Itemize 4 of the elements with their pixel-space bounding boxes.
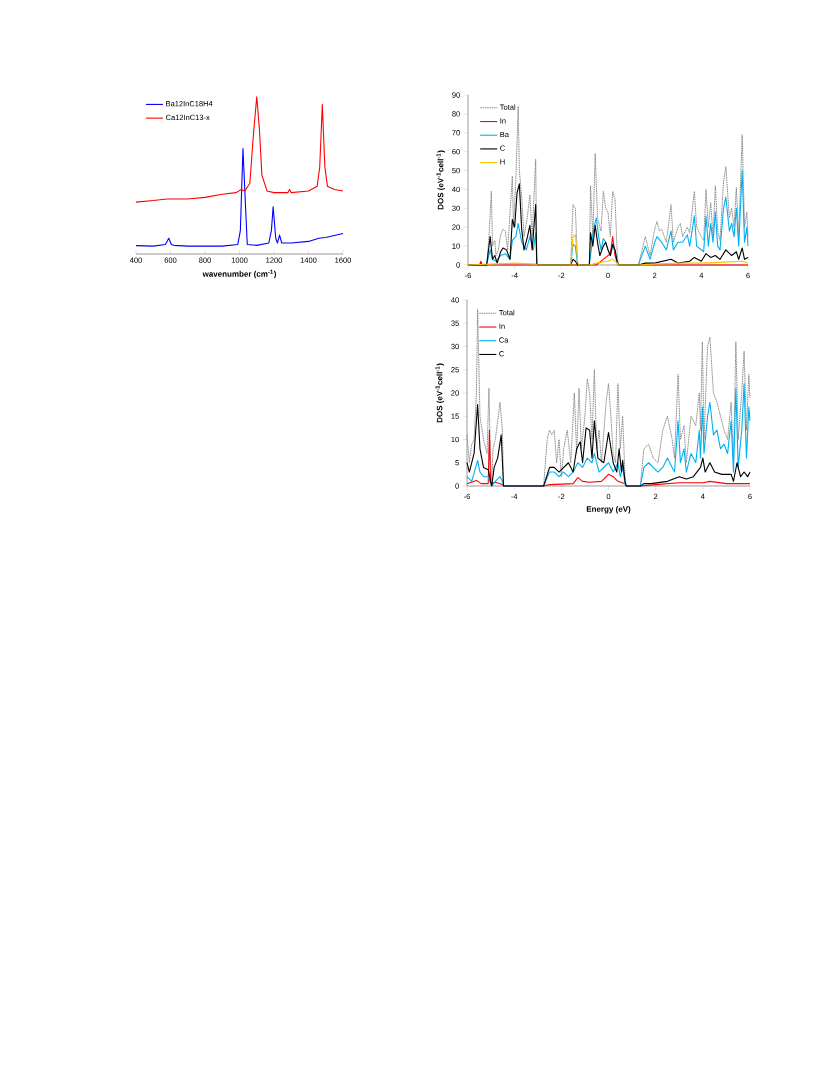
text: DOS (eV$^{-1}$cell$^{-1}$) [435,363,444,423]
text: DOS (eV$^{-1}$cell$^{-1}$) [436,150,445,210]
x-axis-title: Energy (eV) [586,505,631,514]
text: wavenumber (cm$^{-1}$) [202,269,277,279]
